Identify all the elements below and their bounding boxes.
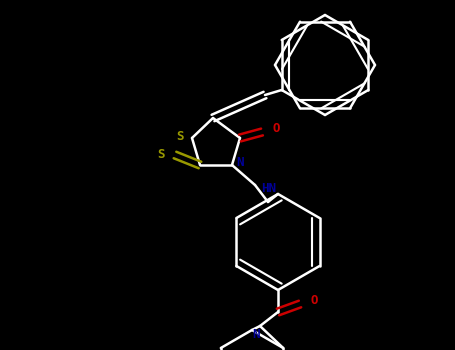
Text: S: S (176, 130, 184, 142)
Text: HN: HN (261, 182, 276, 196)
Text: S: S (157, 148, 165, 161)
Text: N: N (252, 328, 260, 341)
Text: O: O (272, 121, 280, 134)
Text: O: O (310, 294, 318, 307)
Text: N: N (236, 156, 244, 169)
